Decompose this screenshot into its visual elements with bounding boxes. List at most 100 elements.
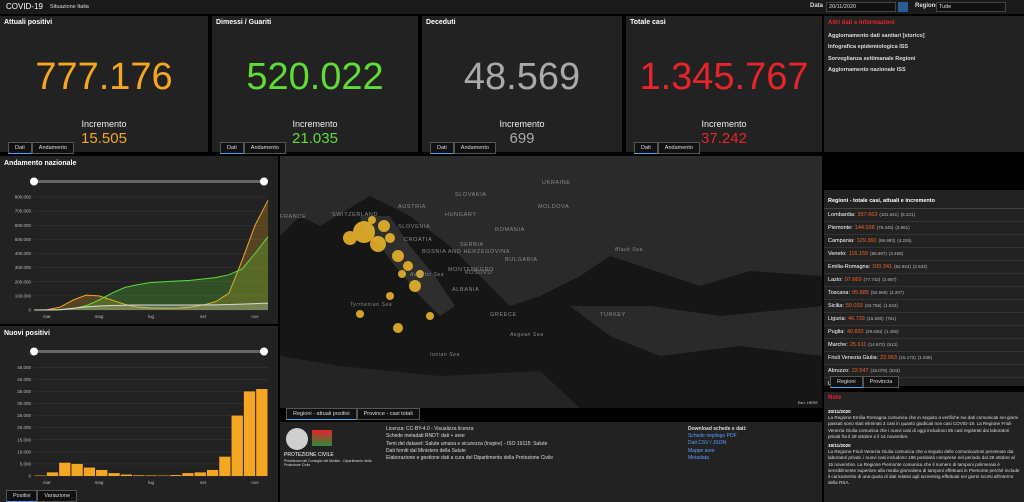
note-date: 19/11/2020: [828, 442, 851, 448]
regions-tabs: Regioni Provincia: [830, 376, 900, 388]
kpi-tabs: Dati Andamento: [634, 142, 700, 154]
slider-handle[interactable]: [260, 347, 268, 356]
region-cell: (62.924): [894, 264, 911, 269]
bar: [108, 473, 120, 476]
slider-handle[interactable]: [260, 177, 268, 186]
region-select[interactable]: Tutte: [936, 2, 1006, 12]
region-cell: (2.667): [882, 277, 897, 282]
x-tick-label: nov: [251, 314, 259, 319]
app-title: COVID-19: [6, 2, 43, 11]
x-tick-label: mag: [95, 314, 104, 319]
y-tick-label: 400.000: [15, 251, 32, 256]
region-cell: (52.969): [870, 290, 888, 295]
tab[interactable]: Andamento: [453, 142, 496, 154]
date-input[interactable]: 20/11/2020: [826, 2, 896, 12]
footer-line: Schede metadati RNDT: dati + aree: [386, 433, 465, 440]
map-label: SLOVENIA: [398, 224, 430, 230]
region-row: Liguria: 46.733 (15.930) (761): [824, 313, 1024, 326]
calendar-button[interactable]: [898, 2, 908, 12]
tab[interactable]: Dati: [8, 142, 32, 154]
notes-list: 20/11/2020 La Regione Emilia Romagna comu…: [828, 406, 1020, 486]
org: PROTEZIONE CIVILE: [284, 452, 334, 458]
bar: [182, 473, 194, 476]
y-tick-label: 500.000: [15, 237, 32, 242]
kpi-value: 48.569: [463, 56, 581, 98]
download-link[interactable]: Mappe aree: [688, 447, 715, 454]
tab[interactable]: Andamento: [657, 142, 700, 154]
region-cell: 95.885: [852, 290, 869, 296]
download-link[interactable]: Metadata: [688, 454, 709, 461]
download-link[interactable]: Schede riepilogo PDF: [688, 433, 737, 439]
region-cell: Marche:: [828, 342, 848, 348]
y-tick-label: 5.000: [20, 461, 32, 466]
tab[interactable]: Dati: [634, 142, 658, 154]
land: [280, 156, 822, 306]
x-tick-label: nov: [251, 480, 259, 485]
slider-handle[interactable]: [30, 177, 38, 186]
tab[interactable]: Variazione: [37, 490, 78, 502]
bar: [71, 463, 83, 476]
footer-line: Elaborazione e gestione dati a cura del …: [386, 455, 554, 461]
x-tick-label: mar: [43, 480, 51, 485]
kpi-inc: 699: [509, 130, 535, 147]
map-label: Aegean Sea: [509, 332, 544, 338]
notes-title: Note: [828, 395, 842, 401]
y-tick-label: 45.000: [17, 365, 31, 370]
tab[interactable]: Province - casi totali: [356, 408, 420, 420]
chart-tabs: Positivi Variazione: [6, 490, 78, 502]
info-link[interactable]: Sorveglianza settimanale Regioni: [828, 55, 916, 62]
tab[interactable]: Andamento: [243, 142, 286, 154]
org-sub: Presidenza del Consiglio dei Ministri - …: [284, 459, 372, 467]
kpi-inc-label: Incremento: [81, 119, 127, 129]
slider-handle[interactable]: [30, 347, 38, 356]
region-cell: (1.038): [917, 355, 932, 360]
region-cell: 357.663: [857, 212, 878, 218]
tab[interactable]: Regioni: [830, 376, 863, 388]
chart: Nuovi positivi 0 5.000 10.000 15.000 20.000 25…: [4, 330, 268, 485]
map-label: GREECE: [490, 312, 517, 318]
info-link[interactable]: Aggiornamento dati sanitari [storico]: [828, 33, 925, 39]
map-tabs: Regioni - attuali positivi Province - cas…: [286, 408, 420, 420]
region-cell: (99.993): [878, 238, 896, 243]
map-label: ALBANIA: [452, 287, 479, 293]
tab[interactable]: Dati: [430, 142, 454, 154]
y-tick-label: 30.000: [17, 401, 31, 406]
map-label: SWITZERLAND: [332, 212, 378, 218]
region-cell: (68.697): [870, 251, 887, 256]
region-cell: Emilia-Romagna:: [828, 264, 871, 270]
download-link[interactable]: Dati CSV / JSON: [688, 440, 727, 447]
bar: [231, 415, 243, 476]
region-row: Lombardia: 357.663 (181.641) (9.221): [824, 209, 1024, 222]
note-text: La Regione Friuli Venezia Giulia comunic…: [828, 449, 1020, 486]
tab[interactable]: Positivi: [6, 490, 38, 502]
info-link[interactable]: Infografica epidemiologica ISS: [828, 44, 909, 51]
footer-line: Temi del dataset: Salute umana e sicurez…: [386, 440, 548, 447]
info-link[interactable]: Aggiornamento nazionale ISS: [828, 66, 906, 73]
region-cell: (2.533): [912, 264, 928, 269]
region-cell: (29.830): [865, 329, 883, 334]
map-label: SLOVAKIA: [455, 192, 487, 198]
region-cell: 129.360: [856, 238, 877, 244]
y-tick-label: 100.000: [15, 293, 32, 298]
region-cell: Lazio:: [828, 277, 843, 283]
map: FRANCE SWITZERLAND AUSTRIA SLOVENIA CROATIA H…: [280, 156, 822, 408]
region-row: Marche: 25.611 (14.972) (512): [824, 339, 1024, 352]
bar: [145, 475, 157, 476]
regions-panel: Regioni - totale casi, attuali e increme…: [824, 190, 1024, 386]
map-label: UKRAINE: [542, 180, 571, 186]
region-cell: Lombardia:: [828, 212, 856, 218]
map-canvas: FRANCE SWITZERLAND AUSTRIA SLOVENIA CROATIA H…: [280, 156, 822, 408]
region-row: Sicilia: 50.033 (34.756) (1.634): [824, 300, 1024, 313]
region-cell: Liguria:: [828, 316, 847, 322]
tab[interactable]: Provincia: [862, 376, 900, 388]
tab[interactable]: Andamento: [31, 142, 74, 154]
region-cell: Campania:: [828, 238, 855, 244]
tab[interactable]: Regioni - attuali positivi: [286, 408, 357, 420]
tab[interactable]: Dati: [220, 142, 244, 154]
y-tick-label: 800.000: [15, 195, 32, 200]
kpi-value: 777.176: [35, 56, 173, 98]
region-row: Veneto: 116.155 (68.697) (3.468): [824, 248, 1024, 261]
range-slider: [34, 350, 264, 353]
map-label: Ionian Sea: [430, 352, 460, 358]
bar: [120, 474, 133, 476]
